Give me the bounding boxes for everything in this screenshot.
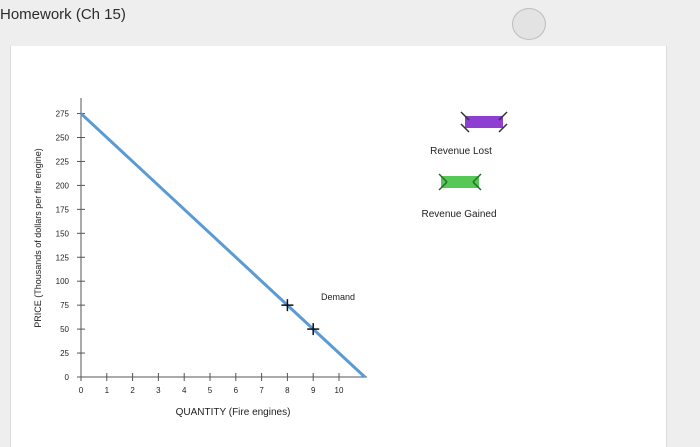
- y-tick-label: 175: [56, 205, 70, 214]
- x-tick-label: 3: [156, 386, 161, 395]
- demand-curve: [79, 112, 366, 379]
- y-tick-label: 100: [56, 277, 70, 286]
- x-axis-label: QUANTITY (Fire engines): [176, 407, 291, 418]
- demand-label: Demand: [321, 292, 355, 302]
- x-tick-label: 10: [335, 386, 344, 395]
- y-tick-label: 75: [60, 301, 69, 310]
- x-tick-label: 7: [259, 386, 264, 395]
- revenue-gained-tool[interactable]: [438, 173, 482, 191]
- graph-panel: 0 25 50 75 100 125 150 175 200 225 250 275 0 1 2 3 4 5 6 7 8…: [10, 46, 667, 447]
- x-tick-label: 4: [182, 386, 187, 395]
- x-tick-label: 8: [285, 386, 290, 395]
- demand-chart[interactable]: 0 25 50 75 100 125 150 175 200 225 250 275 0 1 2 3 4 5 6 7 8…: [11, 46, 666, 447]
- x-tick-label: 5: [208, 386, 213, 395]
- y-tick-label: 50: [60, 325, 69, 334]
- y-tick-label: 25: [60, 349, 69, 358]
- revenue-gained-label: Revenue Gained: [421, 209, 496, 220]
- y-axis-label: PRICE (Thousands of dollars per fire eng…: [33, 148, 43, 328]
- y-tick-label: 150: [56, 229, 70, 238]
- page-title: Homework (Ch 15): [0, 6, 126, 23]
- x-tick-label: 9: [311, 386, 316, 395]
- y-tick-label: 250: [56, 134, 70, 143]
- revenue-lost-tool[interactable]: [460, 111, 508, 133]
- x-tick-label: 6: [234, 386, 239, 395]
- y-tick-label: 125: [56, 253, 70, 262]
- y-tick-label: 0: [65, 373, 70, 382]
- revenue-lost-label: Revenue Lost: [430, 146, 492, 157]
- y-tick-label: 200: [56, 181, 70, 190]
- collapse-button[interactable]: [512, 8, 546, 40]
- x-tick-label: 0: [79, 386, 84, 395]
- x-tick-label: 1: [105, 386, 110, 395]
- y-tick-label: 225: [56, 157, 70, 166]
- y-tick-label: 275: [56, 110, 70, 119]
- x-tick-label: 2: [130, 386, 135, 395]
